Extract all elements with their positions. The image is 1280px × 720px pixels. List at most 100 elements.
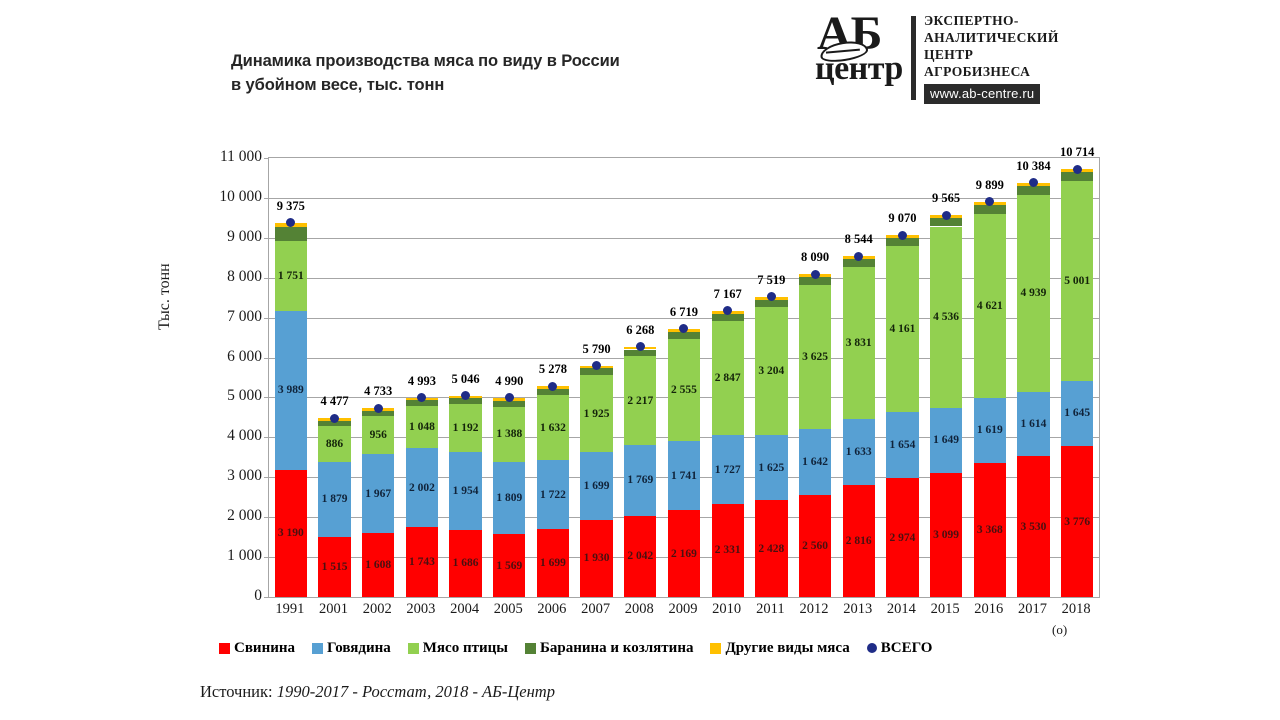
- bar-segment[interactable]: [624, 349, 657, 357]
- bar-segment[interactable]: 1 192: [449, 404, 482, 452]
- bar-segment[interactable]: 3 831: [842, 266, 875, 420]
- bar-segment[interactable]: [886, 238, 919, 247]
- bar-segment[interactable]: 1 930: [580, 519, 613, 597]
- bar-segment[interactable]: 2 847: [711, 321, 744, 436]
- total-marker[interactable]: [985, 197, 995, 207]
- bar-segment[interactable]: 2 974: [886, 478, 919, 597]
- legend-item[interactable]: Свинина: [219, 640, 295, 657]
- total-marker[interactable]: [1028, 178, 1038, 188]
- bar-segment[interactable]: 2 042: [624, 515, 657, 597]
- bar-column[interactable]: 3 368 1 619 4 621 9 899: [973, 158, 1006, 597]
- total-marker[interactable]: [723, 306, 733, 316]
- bar-column[interactable]: 3 776 1 645 5 001 10 714: [1060, 145, 1094, 597]
- legend-item[interactable]: Баранина и козлятина: [524, 640, 693, 657]
- bar-segment[interactable]: 1 645: [1060, 380, 1094, 447]
- bar-segment[interactable]: 1 769: [624, 444, 657, 516]
- total-marker[interactable]: [854, 251, 864, 261]
- bar-segment[interactable]: 2 555: [667, 339, 701, 441]
- bar-column[interactable]: 3 190 3 989 1 751 9 375: [274, 158, 307, 597]
- bar-segment[interactable]: [929, 218, 963, 227]
- bar-segment[interactable]: 2 217: [624, 356, 657, 445]
- bar-column[interactable]: 2 042 1 769 2 217 6 268: [624, 158, 657, 597]
- bar-segment[interactable]: 4 939: [1017, 194, 1050, 392]
- total-marker[interactable]: [548, 381, 558, 391]
- bar-segment[interactable]: 1 569: [493, 534, 526, 597]
- bar-column[interactable]: 1 743 2 002 1 048 4 993: [405, 158, 439, 597]
- bar-segment[interactable]: 2 560: [798, 494, 832, 597]
- total-marker[interactable]: [286, 218, 296, 228]
- bar-segment[interactable]: [842, 258, 875, 267]
- total-marker[interactable]: [1072, 164, 1082, 174]
- bar-segment[interactable]: [1060, 172, 1094, 182]
- total-marker[interactable]: [897, 230, 907, 240]
- bar-segment[interactable]: 1 048: [405, 405, 439, 448]
- bar-segment[interactable]: 1 649: [929, 407, 963, 474]
- bar-segment[interactable]: 1 633: [842, 419, 875, 485]
- bar-segment[interactable]: [973, 204, 1006, 214]
- bar-column[interactable]: 2 169 1 741 2 555 6 719: [667, 158, 701, 597]
- bar-segment[interactable]: 4 161: [886, 246, 919, 413]
- bar-segment[interactable]: 1 751: [274, 240, 307, 311]
- bar-segment[interactable]: 2 169: [667, 510, 701, 597]
- bar-column[interactable]: 2 974 1 654 4 161 9 070: [886, 158, 919, 597]
- bar-segment[interactable]: 1 619: [973, 397, 1006, 463]
- bar-segment[interactable]: 956: [362, 416, 395, 455]
- bar-segment[interactable]: 1 388: [493, 406, 526, 463]
- bar-segment[interactable]: 1 722: [536, 460, 570, 530]
- bar-segment[interactable]: 1 699: [536, 529, 570, 597]
- bar-segment[interactable]: 1 879: [318, 461, 351, 537]
- bar-segment[interactable]: 3 368: [973, 462, 1006, 597]
- legend-item[interactable]: Другие виды мяса: [710, 640, 850, 657]
- bar-column[interactable]: 1 686 1 954 1 192 5 046: [449, 158, 482, 597]
- bar-column[interactable]: 2 331 1 727 2 847 7 167: [711, 158, 744, 597]
- bar-segment[interactable]: [667, 331, 701, 339]
- bar-segment[interactable]: 3 776: [1060, 446, 1094, 597]
- bar-segment[interactable]: 1 642: [798, 429, 832, 495]
- bar-segment[interactable]: 1 686: [449, 529, 482, 597]
- bar-segment[interactable]: 1 699: [580, 452, 613, 520]
- bar-column[interactable]: 2 816 1 633 3 831 8 544: [842, 158, 875, 597]
- legend-item[interactable]: ВСЕГО: [866, 640, 932, 657]
- bar-column[interactable]: 1 569 1 809 1 388 4 990: [493, 158, 526, 597]
- bar-column[interactable]: 2 428 1 625 3 204 7 519: [755, 158, 788, 597]
- bar-segment[interactable]: 1 967: [362, 454, 395, 533]
- total-marker[interactable]: [330, 413, 340, 423]
- bar-column[interactable]: 1 699 1 722 1 632 5 278: [536, 158, 570, 597]
- bar-segment[interactable]: [580, 368, 613, 376]
- bar-segment[interactable]: 4 536: [929, 226, 963, 408]
- bar-column[interactable]: 2 560 1 642 3 625 8 090: [798, 158, 832, 597]
- bar-segment[interactable]: 3 204: [755, 307, 788, 436]
- bar-segment[interactable]: 1 608: [362, 532, 395, 597]
- bar-segment[interactable]: [274, 226, 307, 241]
- bar-segment[interactable]: 2 816: [842, 484, 875, 597]
- total-marker[interactable]: [679, 324, 689, 334]
- total-marker[interactable]: [766, 292, 776, 302]
- total-marker[interactable]: [810, 269, 820, 279]
- bar-segment[interactable]: 1 625: [755, 435, 788, 501]
- total-marker[interactable]: [592, 361, 602, 371]
- bar-segment[interactable]: [493, 400, 526, 407]
- bar-segment[interactable]: 3 625: [798, 284, 832, 430]
- total-marker[interactable]: [635, 342, 645, 352]
- bar-segment[interactable]: 3 099: [929, 473, 963, 597]
- bar-segment[interactable]: 3 530: [1017, 456, 1050, 597]
- total-marker[interactable]: [461, 391, 471, 401]
- bar-segment[interactable]: 3 989: [274, 310, 307, 470]
- bar-segment[interactable]: [711, 314, 744, 322]
- legend-item[interactable]: Мясо птицы: [407, 640, 508, 657]
- bar-column[interactable]: 3 099 1 649 4 536 9 565: [929, 158, 963, 597]
- bar-segment[interactable]: 2 428: [755, 500, 788, 597]
- total-marker[interactable]: [941, 210, 951, 220]
- bar-segment[interactable]: [536, 389, 570, 396]
- logo-website-url[interactable]: www.ab-centre.ru: [924, 83, 1041, 104]
- bar-segment[interactable]: 2 002: [405, 447, 439, 528]
- legend-item[interactable]: Говядина: [312, 640, 391, 657]
- bar-segment[interactable]: [318, 420, 351, 427]
- bar-segment[interactable]: 1 741: [667, 440, 701, 511]
- bar-segment[interactable]: 886: [318, 426, 351, 462]
- bar-column[interactable]: 1 515 1 879 886 4 477: [318, 158, 351, 597]
- bar-segment[interactable]: [449, 398, 482, 405]
- bar-column[interactable]: 1 608 1 967 956 4 733: [362, 158, 395, 597]
- total-marker[interactable]: [373, 403, 383, 413]
- total-marker[interactable]: [417, 393, 427, 403]
